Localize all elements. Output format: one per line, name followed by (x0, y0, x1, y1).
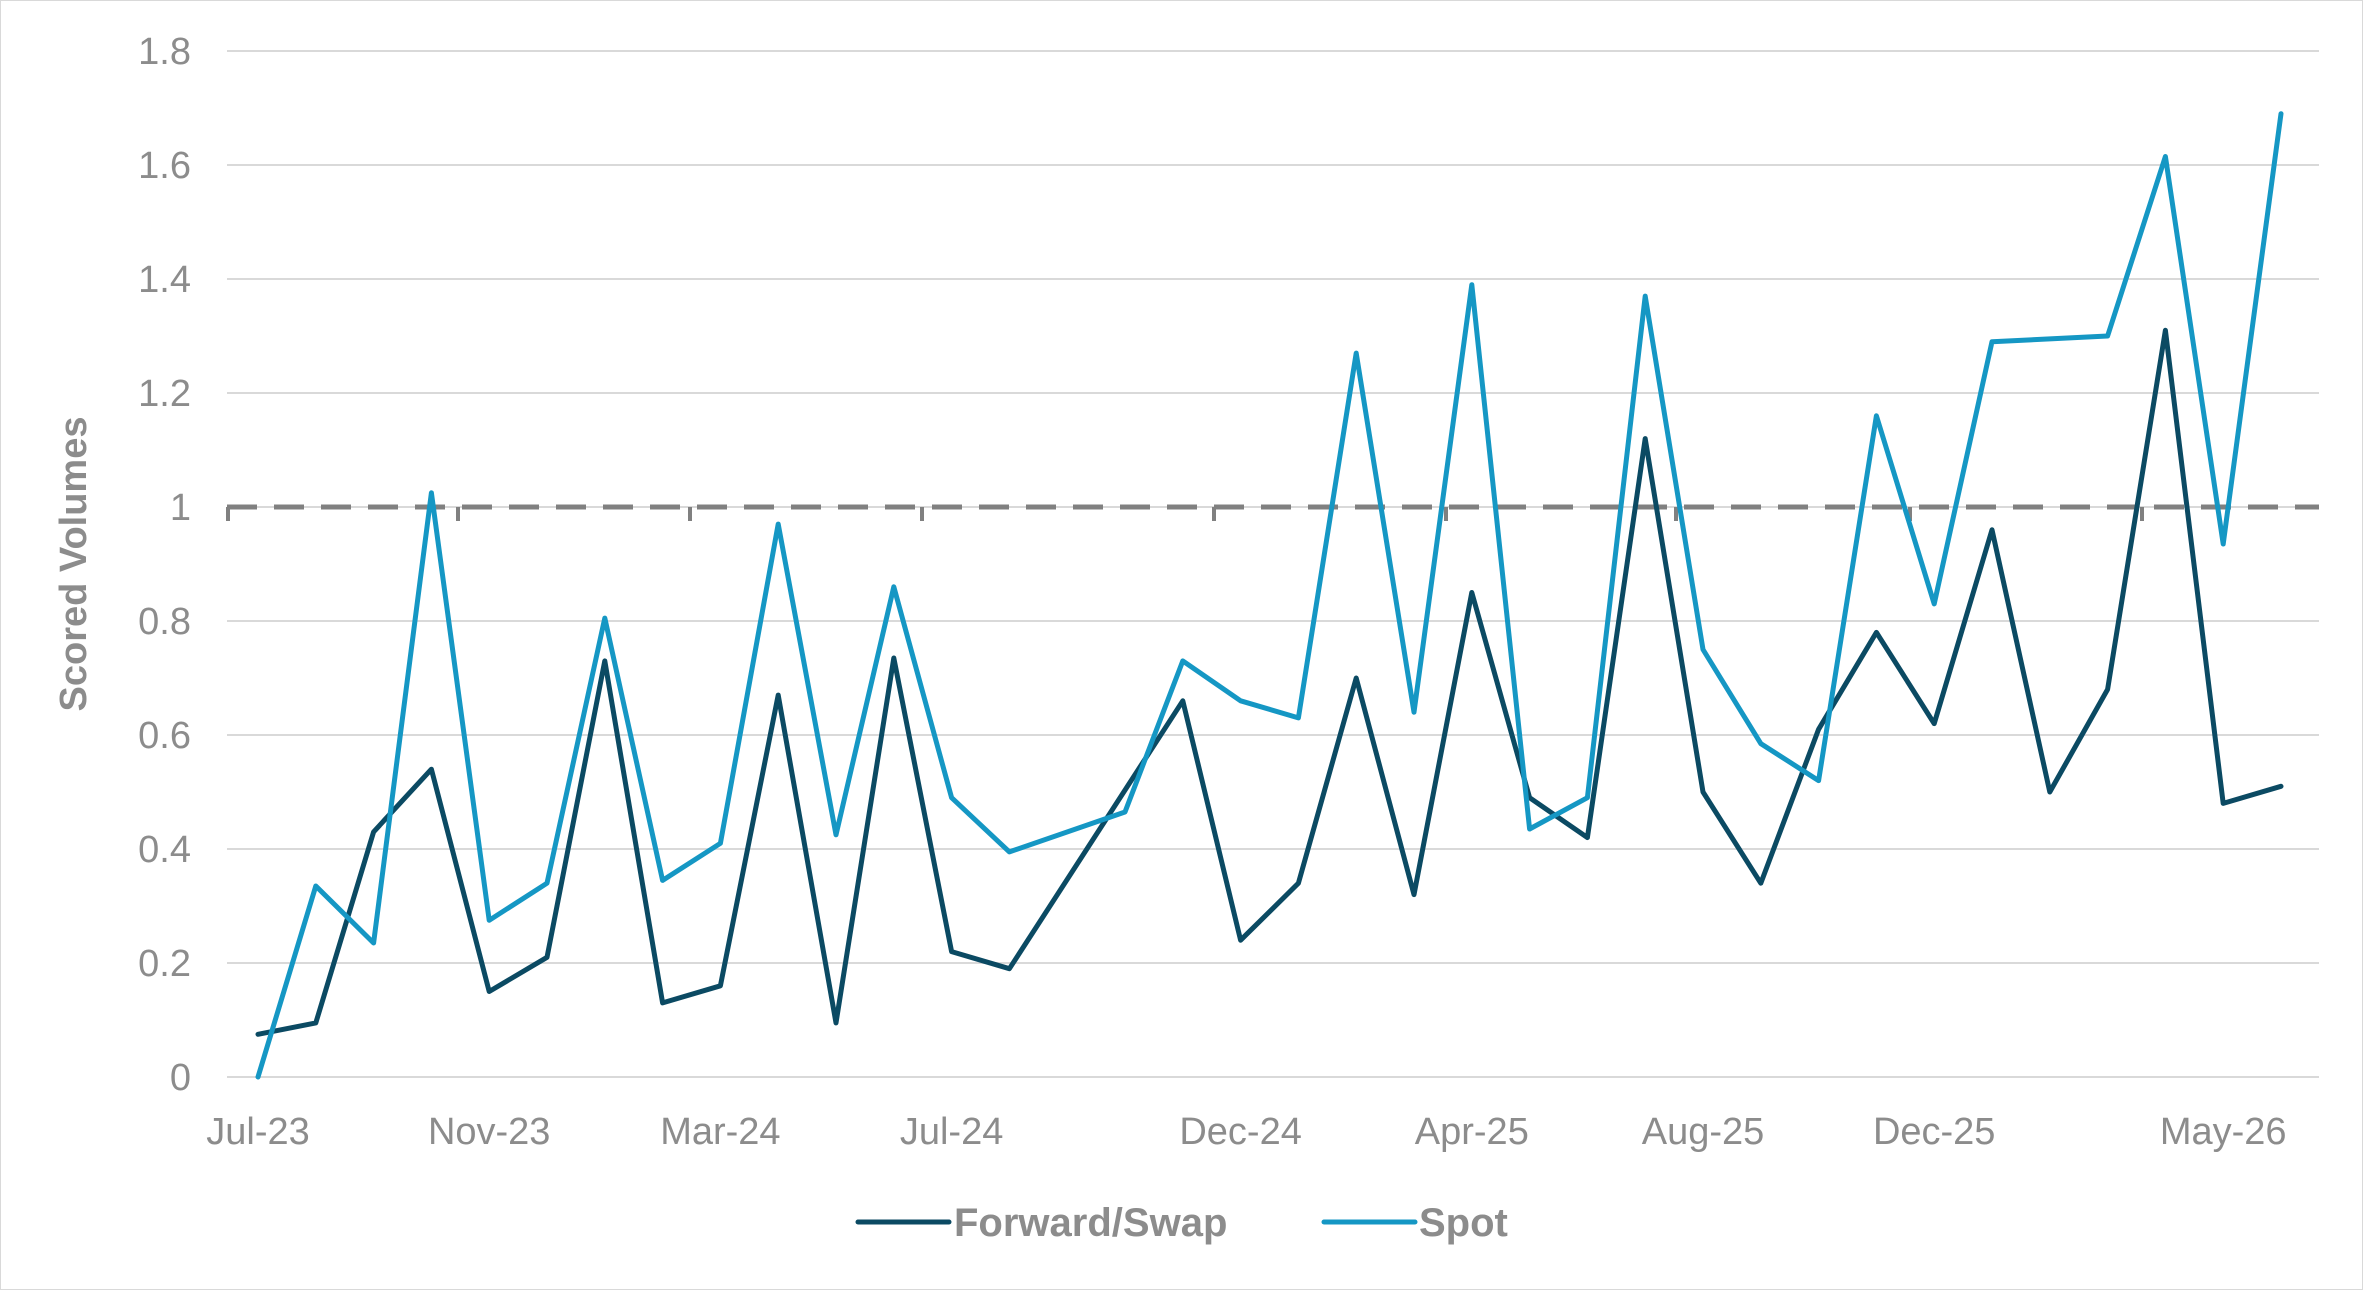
y-axis-ticks: 0 0.2 0.4 0.6 0.8 1 1.2 1.4 1.6 1.8 (138, 31, 191, 1099)
threshold-layer (226, 504, 2319, 521)
y-tick-label: 1.4 (138, 259, 191, 301)
x-tick-label: Apr-25 (1415, 1111, 1529, 1153)
y-tick-label: 0.2 (138, 943, 191, 985)
x-tick-label: Dec-25 (1873, 1111, 1996, 1153)
series-line-forward-swap (255, 327, 2284, 1037)
x-tick-label: Dec-24 (1179, 1111, 1302, 1153)
x-tick-label: Aug-25 (1642, 1111, 1765, 1153)
legend-label-forward-swap: Forward/Swap (954, 1201, 1227, 1245)
y-axis-title: Scored Volumes (53, 417, 95, 712)
y-tick-label: 0.4 (138, 829, 191, 871)
x-tick-label: Nov-23 (428, 1111, 551, 1153)
legend-label-spot: Spot (1419, 1201, 1508, 1245)
gridlines (227, 50, 2319, 1078)
x-tick-label: May-26 (2160, 1111, 2287, 1153)
y-tick-label: 1.8 (138, 31, 191, 73)
y-tick-label: 1.6 (138, 145, 191, 187)
y-tick-label: 0 (170, 1057, 191, 1099)
y-tick-label: 0.8 (138, 601, 191, 643)
series-line-spot (255, 111, 2284, 1080)
x-tick-label: Mar-24 (660, 1111, 780, 1153)
y-tick-label: 1 (170, 487, 191, 529)
y-tick-label: 0.6 (138, 715, 191, 757)
x-axis-ticks: Jul-23 Nov-23 Mar-24 Jul-24 Dec-24 Apr-25 Aug-… (206, 1111, 2286, 1153)
series-layer (255, 111, 2284, 1080)
x-tick-label: Jul-23 (206, 1111, 310, 1153)
legend: Forward/Swap Spot (855, 1201, 1508, 1245)
y-tick-label: 1.2 (138, 373, 191, 415)
x-tick-label: Jul-24 (900, 1111, 1004, 1153)
